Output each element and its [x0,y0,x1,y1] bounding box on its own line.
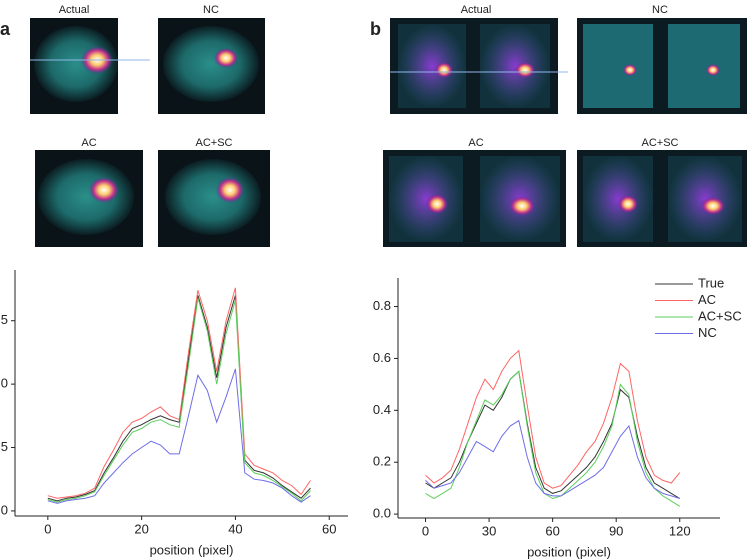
data-line [47,287,311,499]
y-tick-label: 0.5 [0,439,8,454]
x-tick-label: 40 [228,521,242,536]
image-title: AC+SC [196,137,233,149]
image-title: NC [203,4,219,16]
x-tick-label: 30 [482,523,496,538]
y-tick-label: 0.4 [373,402,391,417]
x-tick-label: 60 [322,521,336,536]
image-title: NC [652,4,668,16]
image-title: AC [468,137,483,149]
data-line [47,368,311,504]
y-tick-label: 0.0 [373,506,391,521]
image-b-ac [383,150,566,247]
legend-label: AC+SC [698,308,742,323]
y-tick-label: 0.8 [373,298,391,313]
image-a-actual [30,18,150,114]
image-b-nc [577,18,747,114]
image-a-nc [158,18,265,114]
legend-label: True [698,275,724,290]
y-tick-label: 0.2 [373,454,391,469]
image-title: Actual [59,4,90,16]
image-a-ac [35,150,143,247]
panel-label: b [370,19,381,39]
image-b-acsc [577,150,747,247]
legend-label: AC [698,292,716,307]
x-tick-label: 0 [422,523,429,538]
x-axis-label: position (pixel) [150,542,234,557]
data-line [47,297,311,503]
image-title: AC+SC [642,137,679,149]
image-a-acsc [158,150,270,247]
image-title: AC [81,137,96,149]
y-tick-label: 0.6 [373,350,391,365]
data-line [47,295,311,502]
y-tick-label: 1.0 [0,376,8,391]
data-line [425,349,681,489]
data-line [425,370,681,507]
x-tick-label: 90 [609,523,623,538]
x-axis-label: position (pixel) [527,544,611,559]
data-line [425,419,680,499]
image-b-actual [390,18,568,114]
image-title: Actual [461,4,492,16]
x-tick-label: 0 [44,521,51,536]
panel-label: a [0,19,11,39]
y-tick-label: 1.5 [0,312,8,327]
legend-label: NC [698,325,717,340]
x-tick-label: 120 [669,523,691,538]
x-tick-label: 20 [134,521,148,536]
y-tick-label: 0.0 [0,502,8,517]
x-tick-label: 60 [545,523,559,538]
